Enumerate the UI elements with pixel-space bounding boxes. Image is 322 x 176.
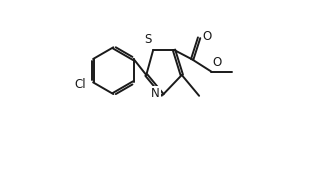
Text: Cl: Cl [75, 78, 86, 91]
Text: O: O [212, 56, 221, 69]
Text: S: S [144, 33, 151, 46]
Text: N: N [151, 87, 160, 100]
Text: O: O [202, 30, 212, 43]
